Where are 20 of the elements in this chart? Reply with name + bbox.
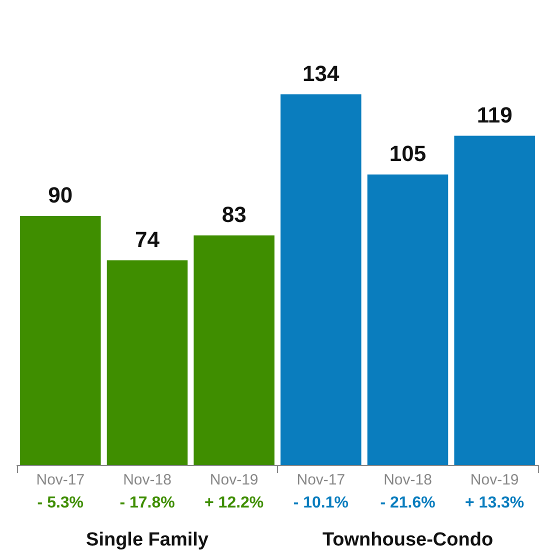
bar (454, 136, 535, 465)
data-label: 105 (389, 141, 426, 166)
bar (194, 235, 274, 465)
data-label: 134 (302, 60, 340, 86)
x-tick-label: Nov-17 - 5.3% (36, 472, 85, 512)
bar (20, 216, 101, 465)
x-tick-label: Nov-19 + 13.3% (465, 472, 524, 512)
text: Townhouse-Condo (322, 530, 494, 550)
text: Single Family (86, 530, 209, 550)
x-tick-label: Nov-19 + 12.2% (204, 472, 264, 512)
data-label: 119 (476, 102, 512, 128)
data-label: 90 (48, 182, 73, 208)
x-tick-label: Nov-18 - 21.6% (380, 472, 436, 512)
bar (367, 174, 448, 465)
data-label: 83 (222, 202, 246, 227)
bar (106, 260, 188, 465)
data-label: 74 (135, 226, 160, 252)
bar (280, 94, 362, 465)
x-tick-label: Nov-17 - 10.1% (293, 472, 348, 512)
x-tick-label: Nov-18 - 17.8% (120, 472, 175, 512)
